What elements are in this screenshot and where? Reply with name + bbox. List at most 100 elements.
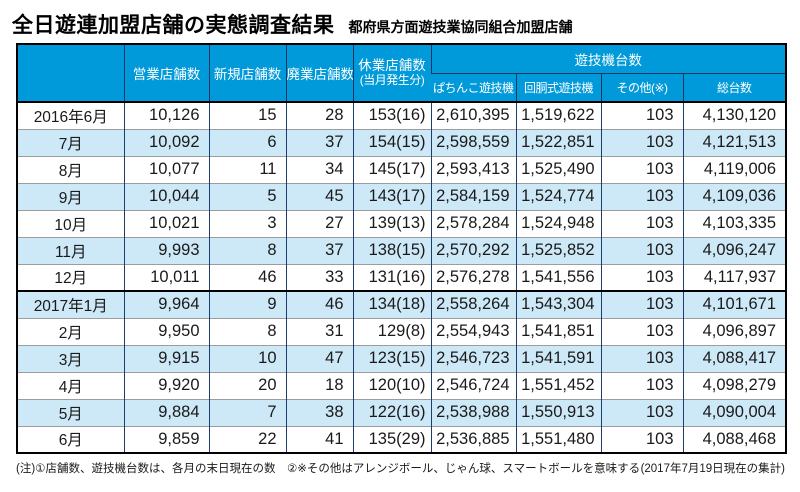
value-cell: 9,964 <box>123 290 209 318</box>
month-cell: 3月 <box>17 344 124 372</box>
page-subtitle: 都府県方面遊技業協同組合加盟店舗 <box>348 19 573 35</box>
month-cell: 6月 <box>17 425 124 453</box>
value-cell: 103 <box>600 317 683 345</box>
value-cell: 2,593,413 <box>430 155 516 183</box>
table-row: 6月 9,859 22 41 135(29) 2,536,885 1,551,480 103 4… <box>17 425 786 453</box>
table-row: 4月 9,920 20 18 120(10) 2,546,724 1,551,452 103 4… <box>17 371 786 399</box>
value-cell: 4,101,671 <box>682 290 786 318</box>
value-cell: 1,541,556 <box>515 263 601 291</box>
value-cell: 9,915 <box>123 344 209 372</box>
titlebar: 全日遊連加盟店舗の実態調査結果 都府県方面遊技業協同組合加盟店舗 <box>10 9 785 43</box>
month-cell: 2016年6月 <box>33 108 108 126</box>
value-cell: 1,519,622 <box>515 102 601 129</box>
value-cell: 103 <box>600 182 683 210</box>
value-cell: 10,092 <box>123 128 209 156</box>
value-cell: 9,884 <box>123 398 209 426</box>
survey-table: 営業店舗数 新規店舗数 廃業店舗数 休業店舗数 (当月発生分) 遊技機台数 ぱち… <box>16 43 787 454</box>
value-cell: 47 <box>285 344 353 372</box>
value-cell: 2,576,278 <box>430 263 516 291</box>
value-cell: 3 <box>208 209 286 237</box>
value-cell: 103 <box>600 344 683 372</box>
value-cell: 1,525,852 <box>515 236 601 264</box>
table-row: 5月 9,884 7 38 122(16) 2,538,988 1,550,913 103 4,… <box>17 398 786 426</box>
header-other-machines: その他(※) <box>600 73 683 103</box>
value-cell: 2,584,159 <box>430 182 516 210</box>
month-cell: 8月 <box>17 155 124 183</box>
value-cell: 103 <box>600 290 683 318</box>
header-month-blank <box>17 44 124 103</box>
value-cell: 37 <box>285 128 353 156</box>
value-cell: 135(29) <box>352 425 431 453</box>
month-cell: 9月 <box>17 182 124 210</box>
value-cell: 143(17) <box>352 182 431 210</box>
value-cell: 2,546,724 <box>430 371 516 399</box>
value-cell: 9,920 <box>123 371 209 399</box>
value-cell: 2,558,264 <box>430 290 516 318</box>
table-row: 11月 9,993 8 37 138(15) 2,570,292 1,525,852 103 4… <box>17 236 786 264</box>
footnote-left: (注)①店舗数、遊技機台数は、各月の末日現在の数 ②※その他はアレンジボール、じ… <box>16 463 641 475</box>
value-cell: 10,021 <box>123 209 209 237</box>
month-cell: 10月 <box>17 209 124 237</box>
value-cell: 103 <box>600 155 683 183</box>
month-cell: 12月 <box>17 263 124 291</box>
value-cell: 4,103,335 <box>682 209 786 237</box>
table-body: 2016年6月 10,126 15 28 153(16) 2,610,395 1,519,6… <box>17 102 786 453</box>
value-cell: 2,578,284 <box>430 209 516 237</box>
page-title: 全日遊連加盟店舗の実態調査結果 <box>12 14 335 37</box>
value-cell: 2,538,988 <box>430 398 516 426</box>
month-cell: 5月 <box>17 398 124 426</box>
value-cell: 153(16) <box>352 102 431 129</box>
value-cell: 103 <box>600 263 683 291</box>
value-cell: 4,130,120 <box>682 102 786 129</box>
value-cell: 18 <box>285 371 353 399</box>
value-cell: 10,126 <box>123 102 209 129</box>
value-cell: 138(15) <box>352 236 431 264</box>
value-cell: 154(15) <box>352 128 431 156</box>
value-cell: 11 <box>208 155 286 183</box>
value-cell: 103 <box>600 371 683 399</box>
value-cell: 34 <box>285 155 353 183</box>
month-cell: 2月 <box>17 317 124 345</box>
month-cell: 4月 <box>17 371 124 399</box>
value-cell: 9,993 <box>123 236 209 264</box>
value-cell: 9,950 <box>123 317 209 345</box>
value-cell: 7 <box>208 398 286 426</box>
value-cell: 103 <box>600 128 683 156</box>
value-cell: 4,088,468 <box>682 425 786 453</box>
value-cell: 4,088,417 <box>682 344 786 372</box>
value-cell: 103 <box>600 102 683 129</box>
value-cell: 1,541,591 <box>515 344 601 372</box>
value-cell: 10,044 <box>123 182 209 210</box>
header-operating-stores: 営業店舗数 <box>123 44 209 103</box>
value-cell: 37 <box>285 236 353 264</box>
value-cell: 1,525,490 <box>515 155 601 183</box>
table-row: 8月 10,077 11 34 145(17) 2,593,413 1,525,490 103… <box>17 155 786 183</box>
value-cell: 1,524,948 <box>515 209 601 237</box>
value-cell: 145(17) <box>352 155 431 183</box>
value-cell: 9 <box>208 290 286 318</box>
value-cell: 120(10) <box>352 371 431 399</box>
header-suspended-line2: (当月発生分) <box>359 72 425 87</box>
header-new-stores: 新規店舗数 <box>208 44 286 103</box>
value-cell: 2,610,395 <box>430 102 516 129</box>
value-cell: 1,551,480 <box>515 425 601 453</box>
value-cell: 4,121,513 <box>682 128 786 156</box>
value-cell: 10,077 <box>123 155 209 183</box>
value-cell: 1,543,304 <box>515 290 601 318</box>
value-cell: 41 <box>285 425 353 453</box>
table-row: 7月 10,092 6 37 154(15) 2,598,559 1,522,851 103 4… <box>17 128 786 156</box>
footnote-bar: (注)①店舗数、遊技機台数は、各月の末日現在の数 ②※その他はアレンジボール、じ… <box>16 460 785 476</box>
value-cell: 8 <box>208 236 286 264</box>
value-cell: 46 <box>208 263 286 291</box>
value-cell: 4,090,004 <box>682 398 786 426</box>
value-cell: 10 <box>208 344 286 372</box>
value-cell: 103 <box>600 398 683 426</box>
value-cell: 45 <box>285 182 353 210</box>
value-cell: 1,541,851 <box>515 317 601 345</box>
value-cell: 134(18) <box>352 290 431 318</box>
header-closed-stores: 廃業店舗数 <box>285 44 353 103</box>
table-row: 12月 10,011 46 33 131(16) 2,576,278 1,541,556 10… <box>17 263 786 291</box>
value-cell: 20 <box>208 371 286 399</box>
value-cell: 1,524,774 <box>515 182 601 210</box>
